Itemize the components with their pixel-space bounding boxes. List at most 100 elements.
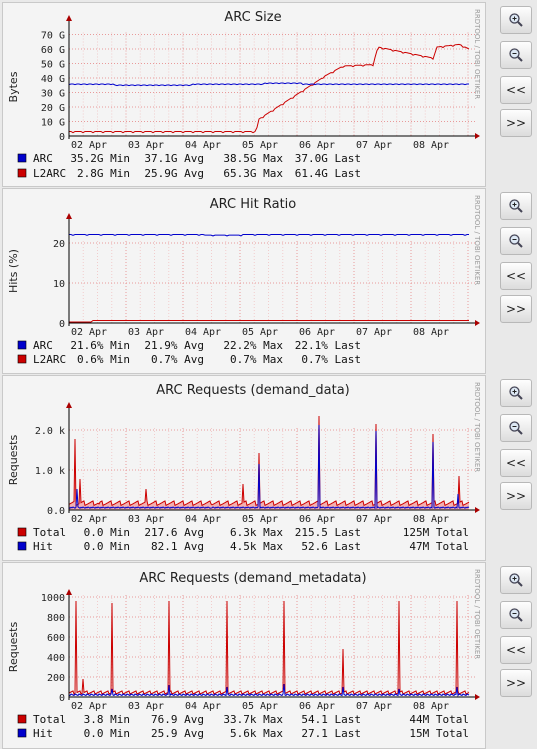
- graph-controls-1: << >>: [486, 2, 537, 185]
- graph-title: ARC Requests (demand_data): [156, 383, 350, 398]
- legend-value: Hit: [33, 727, 53, 740]
- x-tick-label: 07 Apr: [356, 327, 392, 338]
- x-tick-label: 02 Apr: [71, 140, 107, 151]
- x-tick-label: 05 Apr: [242, 514, 278, 525]
- watermark: RRDTOOL / TOBI OETIKER: [473, 569, 481, 659]
- y-tick-label: 70 G: [41, 31, 65, 42]
- pan-forward-button[interactable]: >>: [500, 482, 532, 510]
- legend-swatch: [17, 541, 27, 551]
- legend-swatch: [17, 340, 27, 350]
- legend-value: 0.0 Min: [84, 727, 130, 740]
- legend-value: L2ARC: [33, 353, 66, 366]
- legend-value: 25.9 Avg: [151, 727, 204, 740]
- watermark: RRDTOOL / TOBI OETIKER: [473, 195, 481, 285]
- l2arc-series-line: [69, 320, 469, 323]
- legend-swatch: [17, 354, 27, 364]
- pan-forward-button[interactable]: >>: [500, 295, 532, 323]
- pan-back-button[interactable]: <<: [500, 76, 532, 104]
- y-axis-arrow-icon: [66, 213, 72, 219]
- legend-value: 65.3G Max: [223, 167, 283, 180]
- x-tick-label: 06 Apr: [299, 514, 335, 525]
- graph-title: ARC Size: [224, 10, 281, 25]
- legend-swatch: [17, 527, 27, 537]
- x-tick-label: 04 Apr: [185, 701, 221, 712]
- zoom-out-button[interactable]: [500, 601, 532, 629]
- legend-value: 82.1 Avg: [151, 540, 204, 553]
- legend-value: 0.7% Avg: [151, 353, 204, 366]
- y-tick-label: 600: [47, 633, 65, 644]
- y-tick-label: 30 G: [41, 89, 65, 100]
- pan-forward-button[interactable]: >>: [500, 669, 532, 697]
- legend-value: 4.5k Max: [230, 540, 283, 553]
- pan-back-button[interactable]: <<: [500, 449, 532, 477]
- graph-panel-demand-metadata: ARC Requests (demand_metadata) Requests …: [2, 562, 486, 749]
- zoom-in-icon: [509, 199, 523, 213]
- y-tick-label: 60 G: [41, 45, 65, 56]
- y-tick-label: 0.0: [47, 506, 65, 517]
- zoom-out-button[interactable]: [500, 227, 532, 255]
- graph-controls-2: << >>: [486, 188, 537, 372]
- zoom-out-icon: [509, 421, 523, 435]
- hit-series-line: [68, 424, 470, 510]
- graph-title: ARC Requests (demand_metadata): [139, 571, 366, 586]
- x-tick-label: 06 Apr: [299, 701, 335, 712]
- legend-value: 22.1% Last: [295, 339, 361, 352]
- x-tick-label: 03 Apr: [128, 514, 164, 525]
- legend-swatch: [17, 168, 27, 178]
- legend-value: 0.6% Min: [77, 353, 130, 366]
- total-series-line: [68, 415, 470, 507]
- y-tick-label: 0: [59, 693, 65, 704]
- legend-value: Hit: [33, 540, 53, 553]
- legend-value: 6.3k Max: [230, 526, 283, 539]
- l2arc-series-line: [69, 43, 470, 134]
- graph-panel-arc-size: ARC Size Bytes RRDTOOL / TOBI OETIKER 0 1…: [2, 2, 486, 187]
- legend-value: 21.6% Min: [70, 339, 130, 352]
- legend-value: 61.4G Last: [295, 167, 361, 180]
- y-tick-label: 400: [47, 653, 65, 664]
- y-axis-arrow-icon: [66, 15, 72, 21]
- legend-value: 47M Total: [409, 540, 469, 553]
- x-tick-label: 08 Apr: [413, 701, 449, 712]
- legend-value: 25.9G Avg: [144, 167, 204, 180]
- zoom-in-button[interactable]: [500, 6, 532, 34]
- x-axis-arrow-icon: [475, 133, 480, 139]
- zoom-out-icon: [509, 234, 523, 248]
- x-tick-label: 05 Apr: [242, 327, 278, 338]
- y-tick-label: 200: [47, 673, 65, 684]
- graph-panel-demand-data: ARC Requests (demand_data) Requests RRDT…: [2, 375, 486, 561]
- graph-controls-4: << >>: [486, 562, 537, 747]
- arc-size-graph: ARC Size Bytes RRDTOOL / TOBI OETIKER 0 1…: [7, 9, 481, 180]
- y-axis-arrow-icon: [66, 589, 72, 595]
- x-tick-label: 07 Apr: [356, 514, 392, 525]
- x-tick-label: 08 Apr: [413, 140, 449, 151]
- x-axis-arrow-icon: [475, 507, 480, 513]
- legend-value: 54.1 Last: [301, 713, 361, 726]
- x-tick-label: 03 Apr: [128, 140, 164, 151]
- legend-value: 0.7% Last: [301, 353, 361, 366]
- y-axis-label: Requests: [7, 622, 20, 673]
- zoom-in-button[interactable]: [500, 192, 532, 220]
- zoom-out-button[interactable]: [500, 414, 532, 442]
- pan-back-button[interactable]: <<: [500, 262, 532, 290]
- graph-panel-arc-hit-ratio: ARC Hit Ratio Hits (%) RRDTOOL / TOBI OE…: [2, 188, 486, 374]
- zoom-in-button[interactable]: [500, 566, 532, 594]
- legend-value: 0.0 Min: [84, 540, 130, 553]
- legend-value: 38.5G Max: [223, 152, 283, 165]
- pan-back-button[interactable]: <<: [500, 636, 532, 664]
- total-series-line: [68, 600, 470, 695]
- x-tick-label: 02 Apr: [71, 514, 107, 525]
- zoom-out-button[interactable]: [500, 41, 532, 69]
- legend-value: 33.7k Max: [223, 713, 283, 726]
- y-tick-label: 20 G: [41, 103, 65, 114]
- hit-series-line: [68, 683, 470, 697]
- x-axis-arrow-icon: [475, 694, 480, 700]
- y-tick-label: 800: [47, 613, 65, 624]
- pan-forward-button[interactable]: >>: [500, 109, 532, 137]
- legend-swatch: [17, 714, 27, 724]
- legend-value: 22.2% Max: [223, 339, 283, 352]
- legend-value: 125M Total: [403, 526, 469, 539]
- arc-series-line: [69, 234, 469, 237]
- x-tick-label: 07 Apr: [356, 701, 392, 712]
- zoom-in-button[interactable]: [500, 379, 532, 407]
- legend-value: Total: [33, 526, 66, 539]
